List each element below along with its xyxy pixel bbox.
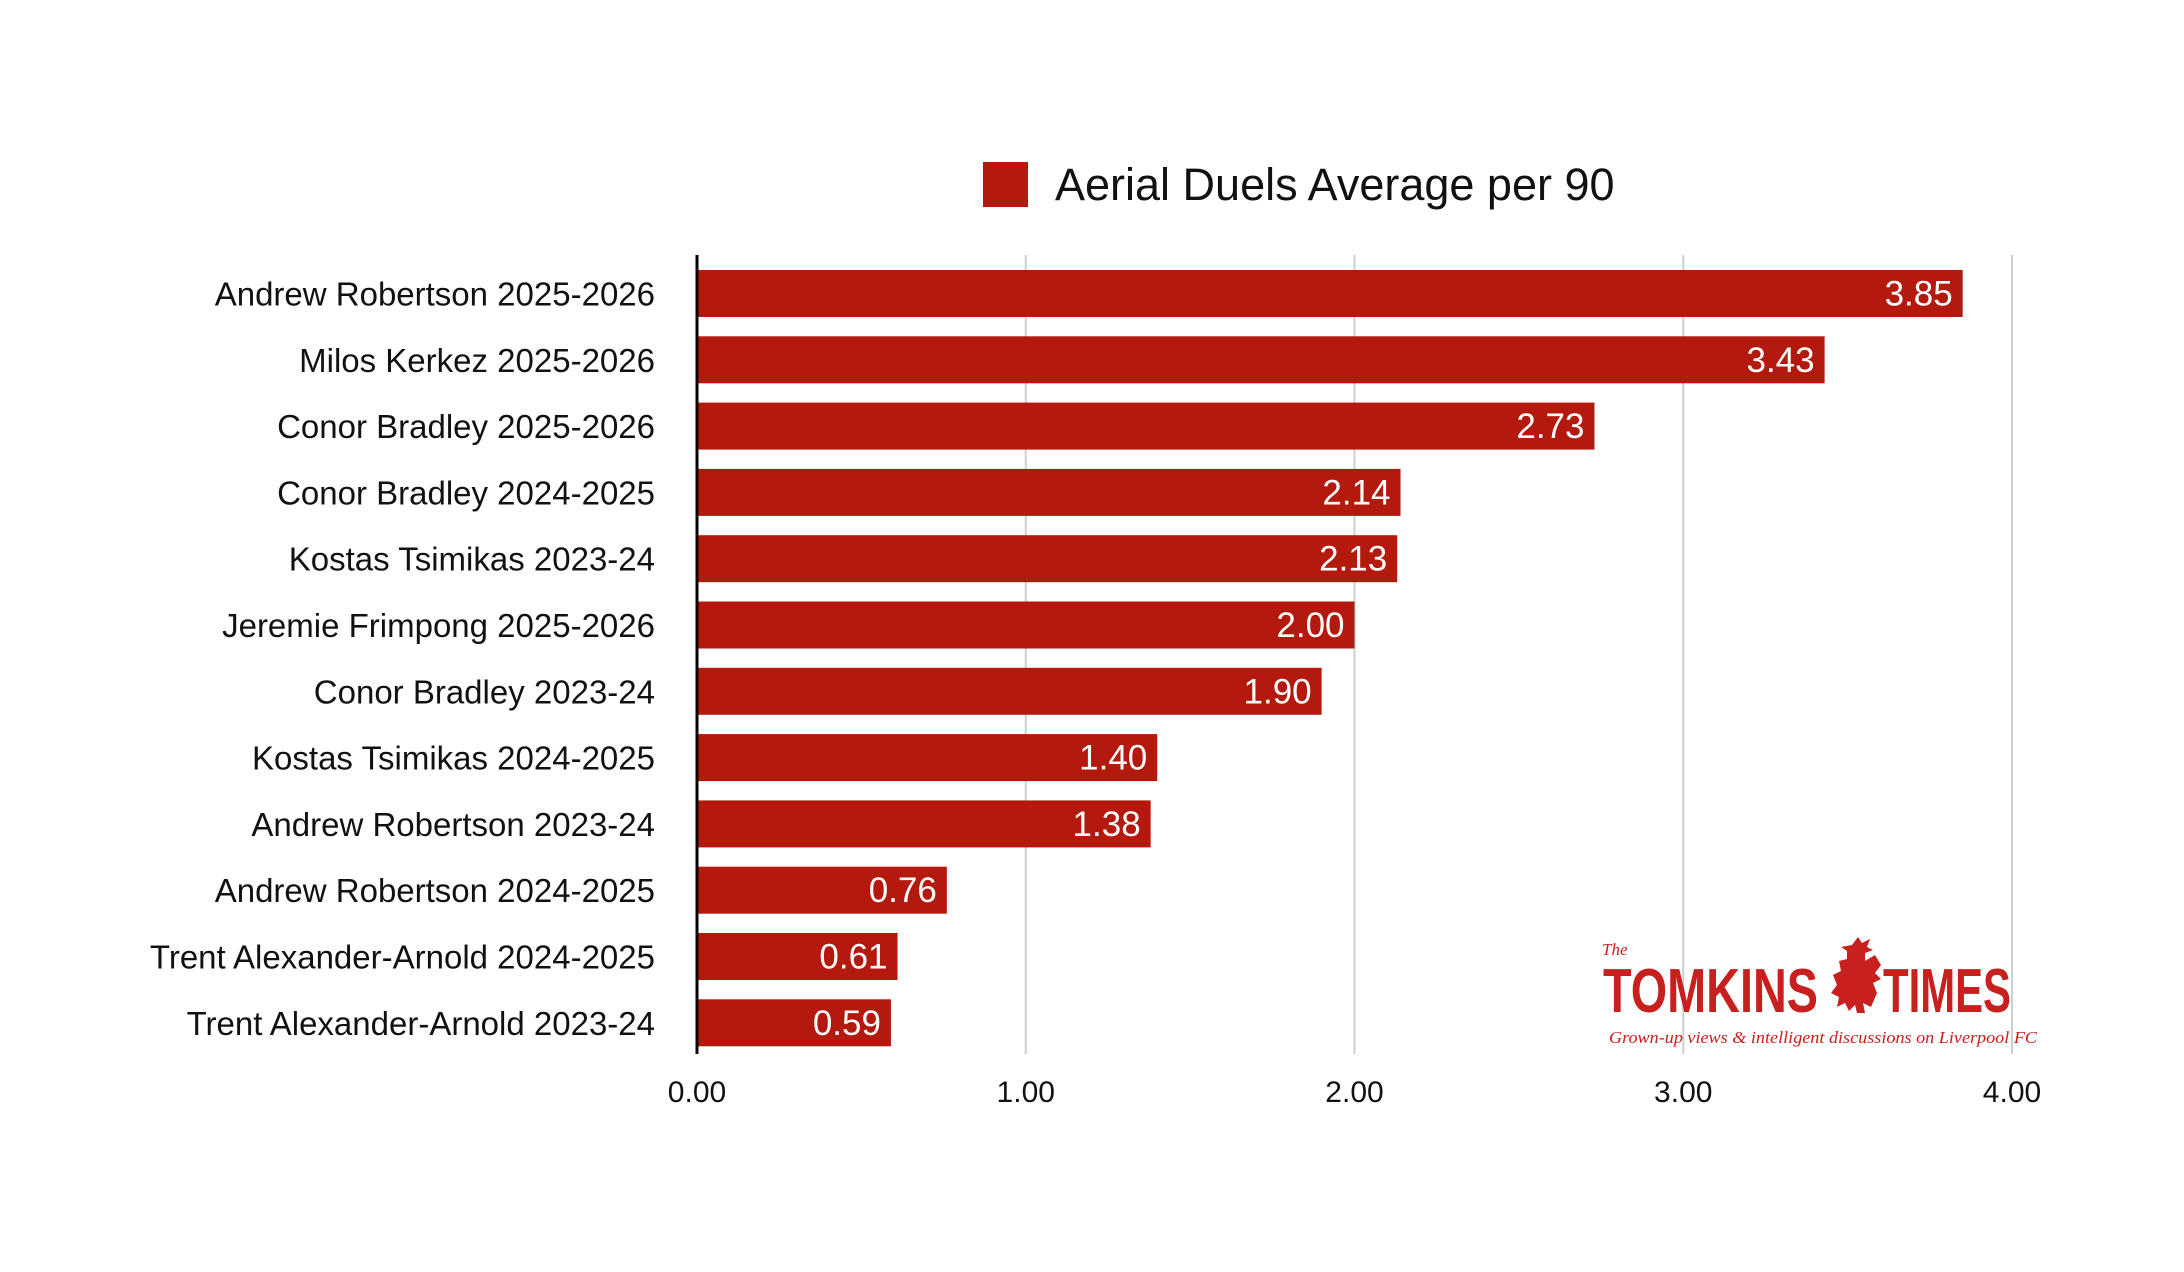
- bar-value-label: 2.00: [1276, 606, 1344, 645]
- bar: [697, 402, 1595, 450]
- bar: [697, 336, 1825, 384]
- category-label: Kostas Tsimikas 2024-2025: [252, 740, 655, 777]
- bar-value-label: 1.38: [1073, 805, 1141, 844]
- bar-value-label: 3.85: [1885, 275, 1953, 314]
- tomkins-times-logo: The TOMKINS TIMES Grown-up views & intel…: [1602, 937, 2038, 1047]
- bar: [697, 601, 1355, 649]
- category-label: Conor Bradley 2023-24: [314, 673, 655, 710]
- category-label: Jeremie Frimpong 2025-2026: [222, 607, 655, 644]
- bar-value-label: 2.13: [1319, 540, 1387, 579]
- logo-times-word: TIMES: [1883, 957, 2011, 1026]
- category-label: Kostas Tsimikas 2023-24: [289, 541, 655, 578]
- bar: [697, 999, 891, 1047]
- bar: [697, 535, 1398, 583]
- bar-value-label: 2.14: [1322, 473, 1390, 512]
- category-label: Milos Kerkez 2025-2026: [299, 342, 655, 379]
- logo-tagline: Grown-up views & intelligent discussions…: [1609, 1028, 2038, 1047]
- category-label: Andrew Robertson 2025-2026: [215, 276, 655, 313]
- bar-value-label: 0.61: [819, 938, 887, 977]
- x-tick-label: 0.00: [668, 1076, 726, 1109]
- category-label: Andrew Robertson 2023-24: [251, 806, 655, 843]
- category-label: Trent Alexander-Arnold 2023-24: [187, 1005, 655, 1042]
- x-tick-label: 1.00: [997, 1076, 1055, 1109]
- bar: [697, 866, 947, 914]
- bar-value-label: 0.76: [869, 871, 937, 910]
- logo-tomkins-word: TOMKINS: [1603, 957, 1818, 1026]
- logo-the-text: The: [1602, 940, 1628, 959]
- bar: [697, 933, 898, 980]
- x-tick-label: 3.00: [1654, 1076, 1712, 1109]
- category-label: Trent Alexander-Arnold 2024-2025: [150, 939, 655, 976]
- labels: 0.00 1.00 2.00 3.00 4.00 3.85 Andrew Robertson…: [150, 275, 2041, 1110]
- category-label: Conor Bradley 2024-2025: [277, 474, 655, 511]
- bar: [697, 468, 1401, 516]
- bar: [697, 667, 1322, 715]
- x-tick-label: 4.00: [1983, 1076, 2041, 1109]
- category-label: Conor Bradley 2025-2026: [277, 408, 655, 445]
- bar: [697, 734, 1158, 782]
- legend-label: Aerial Duels Average per 90: [1055, 159, 1615, 210]
- gridlines: [1024, 255, 2013, 1054]
- legend-swatch: [983, 162, 1028, 207]
- bar: [697, 800, 1151, 848]
- bar: [697, 270, 1963, 317]
- bar-value-label: 3.43: [1746, 341, 1814, 380]
- bars: [697, 270, 1963, 1047]
- bar-value-label: 1.40: [1079, 739, 1147, 778]
- bar-value-label: 2.73: [1516, 407, 1584, 446]
- bar-value-label: 0.59: [813, 1004, 881, 1043]
- liver-bird-icon: [1831, 937, 1881, 1013]
- x-tick-label: 2.00: [1325, 1076, 1383, 1109]
- bar-value-label: 1.90: [1244, 672, 1312, 711]
- legend: Aerial Duels Average per 90: [983, 159, 1615, 210]
- category-label: Andrew Robertson 2024-2025: [215, 872, 655, 909]
